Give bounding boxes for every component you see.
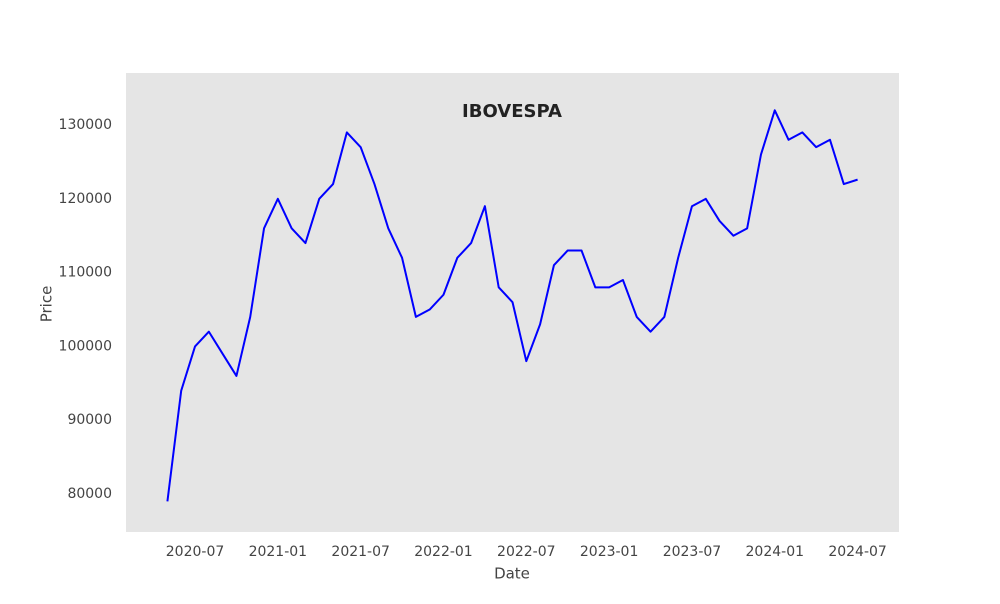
x-tick-label: 2023-07 [663, 544, 722, 560]
y-tick-label: 110000 [59, 265, 112, 281]
x-tick-label: 2021-01 [249, 544, 308, 560]
x-tick-label: 2021-07 [331, 544, 390, 560]
x-tick-label: 2022-07 [497, 544, 556, 560]
x-tick-label: 2022-01 [414, 544, 473, 560]
price-line [166, 109, 858, 502]
y-tick-label: 90000 [67, 412, 112, 428]
x-tick-label: 2020-07 [166, 544, 225, 560]
chart-title: IBOVESPA [462, 101, 562, 122]
y-tick-label: 130000 [59, 117, 112, 133]
y-axis-label: Price [38, 286, 56, 323]
x-tick-label: 2024-07 [828, 544, 887, 560]
x-tick-label: 2024-01 [746, 544, 805, 560]
x-axis-label: Date [494, 565, 530, 583]
y-tick-label: 80000 [67, 486, 112, 502]
x-tick-label: 2023-01 [580, 544, 639, 560]
y-tick-label: 120000 [59, 191, 112, 207]
y-tick-label: 100000 [59, 338, 112, 354]
